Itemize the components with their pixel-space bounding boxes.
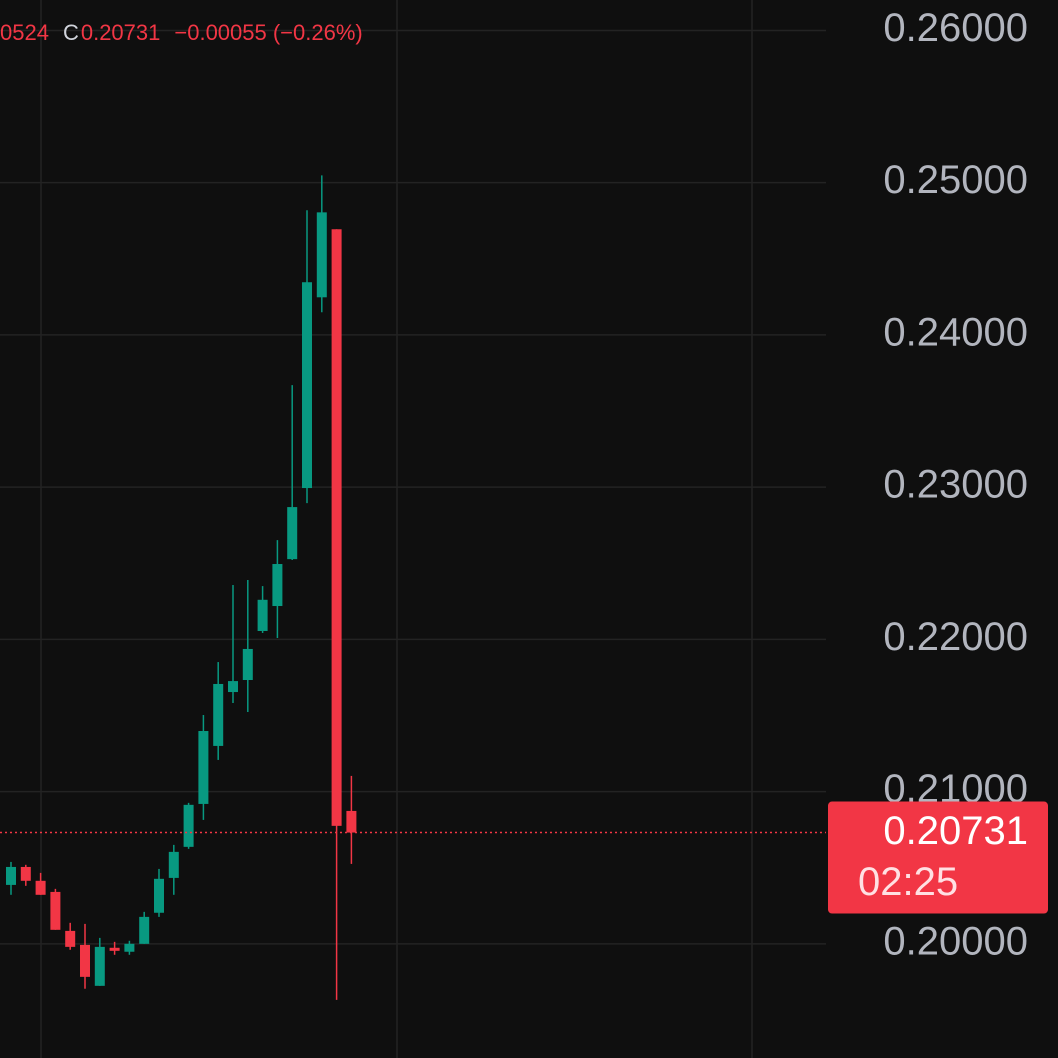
close-label: C: [63, 20, 79, 45]
candle-body: [139, 916, 150, 944]
candle-body: [50, 891, 61, 930]
y-tick-label: 0.23000: [883, 463, 1028, 507]
y-tick-label: 0.26000: [883, 6, 1028, 50]
candle-body: [154, 878, 164, 913]
price-tag-countdown: 02:25: [858, 860, 958, 904]
candle-body: [168, 851, 179, 878]
y-tick-label: 0.24000: [883, 310, 1028, 354]
close-value: 0.20731: [81, 20, 161, 45]
candle-body: [198, 731, 209, 804]
candle-body: [94, 946, 105, 986]
candle-body: [228, 681, 238, 693]
y-tick-label: 0.22000: [883, 615, 1028, 659]
candle-body: [272, 564, 283, 607]
candle-body: [124, 943, 135, 952]
candle-body: [346, 810, 357, 833]
candle-body: [183, 804, 194, 847]
legend: 0524 C0.20731 −0.00055 (−0.26%): [0, 20, 363, 45]
candle-body: [35, 880, 46, 895]
candle-body: [302, 282, 312, 489]
candle-body: [213, 683, 224, 746]
candle-body: [109, 947, 120, 951]
candle-body: [80, 944, 90, 977]
price-tag-value: 0.20731: [883, 809, 1028, 853]
candle-body: [257, 599, 268, 631]
y-tick-label: 0.20000: [883, 919, 1028, 963]
candle-body: [65, 930, 76, 947]
y-tick-label: 0.25000: [883, 158, 1028, 202]
candle-body: [6, 866, 16, 885]
candle-body: [20, 866, 31, 881]
candle-body: [316, 212, 327, 298]
change: −0.00055 (−0.26%): [174, 20, 362, 45]
price-tag: [828, 801, 1048, 914]
candle-body: [287, 507, 298, 560]
open-fragment: 0524: [0, 20, 49, 45]
candle-body: [242, 648, 253, 681]
candle-body: [331, 229, 342, 826]
